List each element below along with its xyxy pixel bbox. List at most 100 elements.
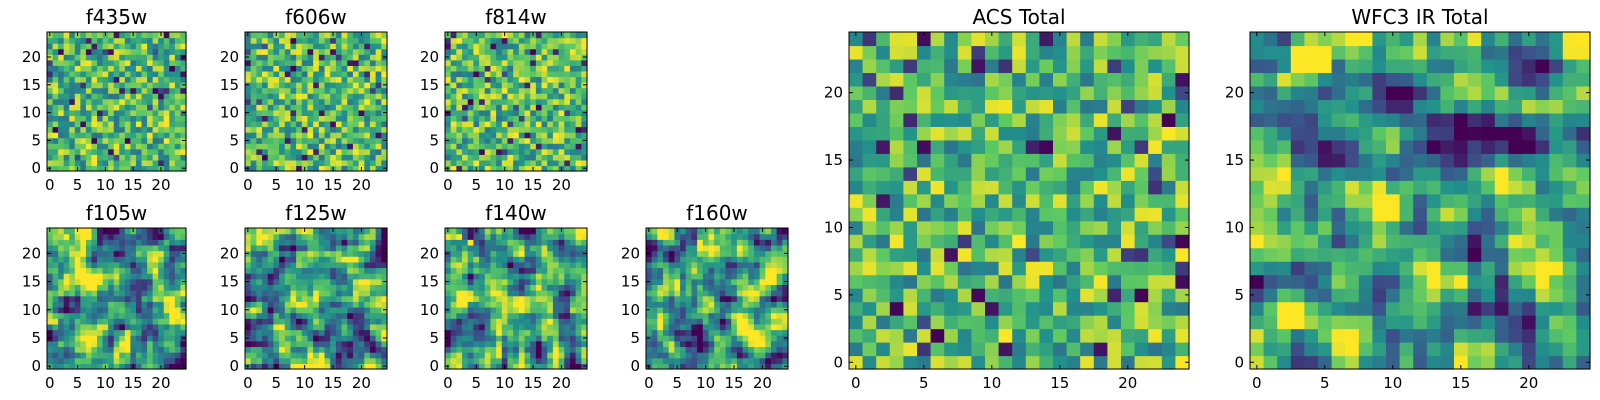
heatmap-cell <box>85 312 93 319</box>
heatmap-cell <box>541 256 548 263</box>
heatmap-cell <box>552 137 560 144</box>
heatmap-cell <box>152 59 159 66</box>
heatmap-cell <box>324 284 331 291</box>
heatmap-cell <box>69 318 76 325</box>
heatmap-cell <box>1066 207 1081 222</box>
heatmap-cell <box>381 340 388 348</box>
heatmap-cell <box>135 244 143 252</box>
heatmap-cell <box>496 159 503 167</box>
heatmap-cell <box>462 318 469 325</box>
heatmap-cell <box>530 346 537 353</box>
heatmap-cell <box>290 273 297 280</box>
heatmap-cell <box>313 165 320 172</box>
heatmap-cell <box>108 143 115 150</box>
heatmap-cell <box>174 323 182 331</box>
heatmap-cell <box>490 154 497 161</box>
heatmap-cell <box>152 256 159 263</box>
heatmap-cell <box>530 154 537 161</box>
heatmap-cell <box>147 59 154 66</box>
heatmap-cell <box>318 104 326 111</box>
heatmap-cell <box>301 250 309 257</box>
heatmap-cell <box>535 318 543 325</box>
heatmap-cell <box>479 115 486 122</box>
heatmap-cell <box>782 340 789 348</box>
heatmap-cell <box>245 329 252 336</box>
heatmap-cell <box>507 82 514 89</box>
heatmap-cell <box>552 54 560 61</box>
heatmap-cell <box>63 284 70 291</box>
heatmap-cell <box>158 54 165 61</box>
heatmap-cell <box>113 323 120 331</box>
heatmap-cell <box>541 363 548 370</box>
heatmap-cell <box>742 239 749 246</box>
heatmap-cell <box>119 82 126 89</box>
heatmap-cell <box>564 312 571 319</box>
heatmap-cell <box>748 244 755 252</box>
heatmap-cell <box>876 247 891 262</box>
heatmap-cell <box>74 70 81 78</box>
heatmap-cell <box>581 148 588 155</box>
heatmap-cell <box>1175 315 1190 330</box>
heatmap-cell <box>180 329 187 336</box>
heatmap-cell <box>352 165 360 172</box>
heatmap-cell <box>113 312 120 319</box>
heatmap-cell <box>63 363 70 370</box>
heatmap-cell <box>680 357 687 364</box>
heatmap-cell <box>1039 153 1054 168</box>
heatmap-cell <box>163 239 170 246</box>
heatmap-cell <box>135 37 143 44</box>
heatmap-cell <box>479 335 486 342</box>
heatmap-cell <box>163 318 170 325</box>
heatmap-cell <box>130 87 137 94</box>
y-tick-label: 20 <box>621 244 640 262</box>
heatmap-cell <box>63 109 70 116</box>
heatmap-cell <box>284 301 292 308</box>
heatmap-cell <box>663 244 670 252</box>
heatmap-cell <box>301 148 309 155</box>
heatmap-cell <box>369 301 377 308</box>
heatmap-cell <box>163 323 170 331</box>
heatmap-cell <box>324 267 331 274</box>
heatmap-cell <box>685 335 693 342</box>
heatmap-cell <box>456 87 463 94</box>
heatmap-cell <box>685 301 693 308</box>
heatmap-cell <box>102 261 109 269</box>
heatmap-cell <box>318 256 326 263</box>
heatmap-cell <box>691 357 698 364</box>
heatmap-cell <box>141 137 148 144</box>
heatmap-cell <box>63 301 70 308</box>
heatmap-cell <box>564 346 571 353</box>
heatmap-cell <box>130 335 137 342</box>
heatmap-cell <box>158 70 165 78</box>
heatmap-cell <box>369 59 377 66</box>
heatmap-cell <box>301 261 309 269</box>
heatmap-cell <box>108 340 115 348</box>
heatmap-cell <box>335 43 343 50</box>
heatmap-cell <box>714 306 721 314</box>
heatmap-cell <box>69 233 76 240</box>
heatmap-cell <box>759 261 766 269</box>
heatmap-cell <box>450 120 457 128</box>
heatmap-cell <box>63 37 70 44</box>
heatmap-cell <box>369 357 377 364</box>
heatmap-cell <box>484 76 492 83</box>
heatmap-cell <box>296 295 303 302</box>
heatmap-cell <box>381 239 388 246</box>
heatmap-cell <box>473 137 480 144</box>
heatmap-cell <box>307 104 314 111</box>
heatmap-cell <box>558 154 565 161</box>
heatmap-cell <box>85 87 93 94</box>
heatmap-cell <box>575 82 582 89</box>
heatmap-cell <box>944 234 959 249</box>
heatmap-cell <box>552 335 560 342</box>
heatmap-cell <box>530 148 537 155</box>
heatmap-cell <box>113 244 120 252</box>
heatmap-cell <box>876 234 891 249</box>
heatmap-cell <box>930 315 945 330</box>
heatmap-cell <box>301 312 309 319</box>
heatmap-cell <box>541 137 548 144</box>
heatmap-cell <box>725 290 732 297</box>
heatmap-cell <box>663 278 670 285</box>
heatmap-cell <box>80 250 87 257</box>
